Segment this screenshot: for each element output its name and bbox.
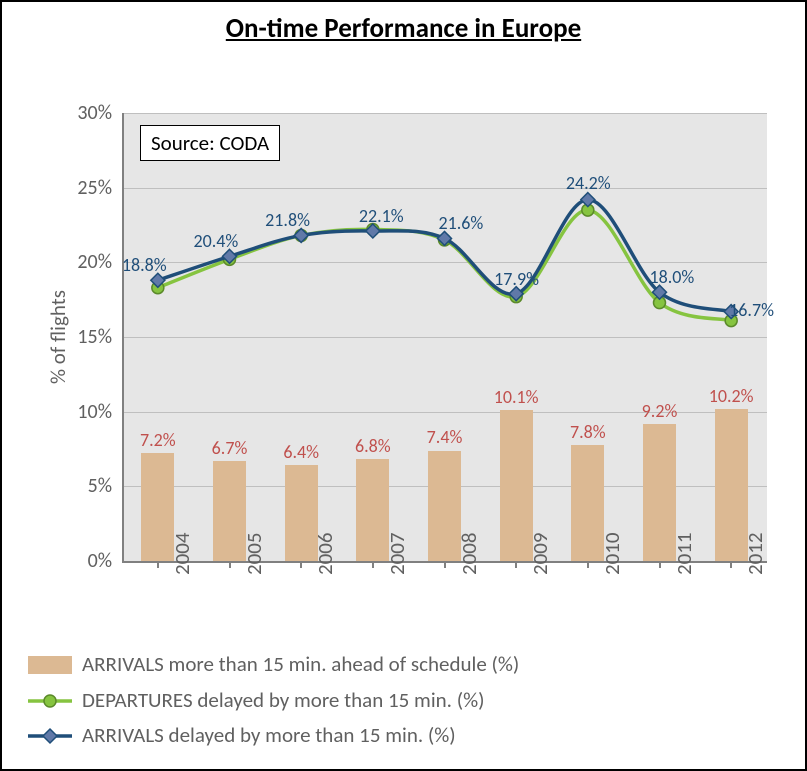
legend-label: ARRIVALS more than 15 min. ahead of sche… [82,648,519,682]
x-tick-mark [587,561,589,568]
line-marker [581,193,595,207]
y-axis-title: % of flights [45,290,71,384]
line-data-label: 21.6% [439,212,484,234]
line-data-label: 17.9% [494,268,539,290]
x-tick-mark [157,561,159,568]
chart-container: On-time Performance in Europe 0%5%10%15%… [0,0,807,771]
x-tick-mark [730,561,732,568]
legend-item: ARRIVALS delayed by more than 15 min. (%… [28,719,519,753]
legend-swatch-line [28,691,72,711]
y-tick-label: 10% [77,400,122,424]
x-tick-mark [300,561,302,568]
source-box: Source: CODA [140,125,280,161]
y-tick-label: 25% [77,176,122,200]
y-tick-label: 0% [88,549,122,573]
x-tick-mark [372,561,374,568]
x-tick-mark [659,561,661,568]
plot-area: 0%5%10%15%20%25%30%% of flights7.2%6.7%6… [122,113,767,561]
legend-label: DEPARTURES delayed by more than 15 min. … [82,684,484,718]
y-tick-label: 15% [77,325,122,349]
legend-swatch-bar [28,656,72,674]
line-data-label: 24.2% [566,172,611,194]
x-tick-mark [229,561,231,568]
line-data-label: 21.8% [265,209,310,231]
line-data-label: 16.7% [729,299,774,321]
x-tick-mark [515,561,517,568]
line-series [122,113,767,561]
line-data-label: 20.4% [194,230,239,252]
y-tick-label: 20% [77,250,122,274]
plot-wrap: 0%5%10%15%20%25%30%% of flights7.2%6.7%6… [24,57,783,651]
y-tick-label: 5% [88,474,122,498]
line-data-label: 18.8% [122,254,167,276]
y-tick-label: 30% [77,101,122,125]
legend-item: ARRIVALS more than 15 min. ahead of sche… [28,648,519,682]
legend-label: ARRIVALS delayed by more than 15 min. (%… [82,719,456,753]
legend: ARRIVALS more than 15 min. ahead of sche… [28,648,519,755]
line-data-label: 22.1% [359,205,404,227]
line-data-label: 18.0% [650,266,695,288]
x-tick-mark [444,561,446,568]
legend-swatch-line [28,726,72,746]
legend-item: DEPARTURES delayed by more than 15 min. … [28,684,519,718]
chart-title: On-time Performance in Europe [2,12,805,45]
